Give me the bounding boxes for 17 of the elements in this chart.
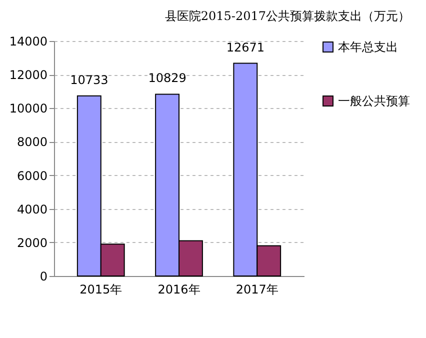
x-tick-label: 2017年 [236,282,278,296]
y-tick-label: 8000 [16,135,48,150]
data-label: 12671 [226,40,264,54]
y-tick-label: 10000 [9,102,48,116]
y-tick-label: 2000 [16,236,48,250]
y-tick-label: 0 [40,270,48,284]
y-tick-label: 4000 [16,202,48,216]
chart-title: 县医院2015-2017公共预算拨款支出（万元） [164,9,410,23]
y-tick-label: 6000 [16,168,48,183]
x-tick-label: 2016年 [158,282,200,296]
legend-label: 本年总支出 [338,40,398,54]
data-label: 10733 [70,72,108,87]
x-tick-label: 2015年 [80,282,122,296]
y-tick-label: 12000 [9,68,48,82]
legend-label: 一般公共预算 [338,94,410,108]
data-label: 10829 [148,71,186,86]
y-tick-label: 14000 [9,34,48,48]
